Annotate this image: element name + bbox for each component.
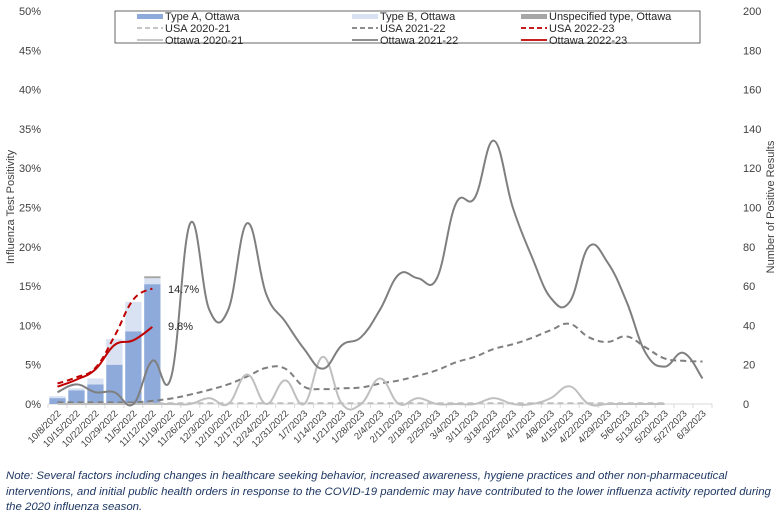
y-tick-label: 0% (25, 399, 41, 411)
legend-swatch (521, 14, 547, 19)
y2-tick-label: 140 (743, 124, 761, 136)
legend-label: USA 2022-23 (549, 23, 614, 35)
y2-tick-label: 0 (743, 399, 749, 411)
y2-tick-label: 180 (743, 45, 761, 57)
annotation-usa-2022-23: 14.7% (168, 284, 199, 296)
legend: Type A, Ottawa Type B, Ottawa Unspecified … (114, 10, 701, 47)
y-tick-label: 50% (19, 6, 41, 18)
bar-segment (68, 390, 85, 404)
legend-swatch (137, 14, 163, 19)
y-tick-label: 30% (19, 163, 41, 175)
series-line-ottawa-2021-22 (57, 139, 704, 407)
y-tick-label: 10% (19, 320, 41, 332)
y-tick-label: 25% (19, 203, 41, 215)
bar-segment (87, 378, 104, 385)
axes: 0% 5% 10% 15% 20% 25% 30% 35% 40% 45% 50% 0 20 40 60 80… (19, 6, 761, 411)
y-tick-label: 45% (19, 45, 41, 57)
x-tick-labels: 10/8/202210/15/202210/22/202210/29/20221… (26, 408, 709, 449)
bars (49, 276, 161, 404)
y2-tick-label: 60 (743, 281, 755, 293)
y2-axis-label: Number of Positive Results (765, 140, 777, 273)
footnote: Note: Several factors including changes … (6, 470, 771, 513)
legend-label: Ottawa 2020-21 (165, 35, 243, 47)
y-tick-label: 5% (25, 360, 41, 372)
legend-label: Unspecified type, Ottawa (549, 11, 672, 23)
bar-segment (144, 284, 161, 404)
bar-segment (125, 301, 142, 332)
bar-segment (144, 278, 161, 285)
y2-tick-label: 200 (743, 6, 761, 18)
y2-tick-label: 20 (743, 360, 755, 372)
bar-segment (125, 331, 142, 404)
bar-segment (106, 339, 123, 365)
y2-tick-label: 160 (743, 85, 761, 97)
y2-tick-label: 100 (743, 203, 761, 215)
y-tick-label: 40% (19, 85, 41, 97)
legend-label: USA 2021-22 (380, 23, 445, 35)
y-tick-label: 35% (19, 124, 41, 136)
series-line-ottawa-2020-21 (57, 355, 665, 411)
lines (57, 139, 704, 411)
bar-segment (49, 396, 66, 399)
bar-segment (68, 388, 85, 391)
y-tick-label: 15% (19, 281, 41, 293)
y2-tick-label: 40 (743, 320, 755, 332)
series-line-ottawa-2022-23 (57, 326, 153, 388)
y2-tick-label: 120 (743, 163, 761, 175)
legend-label: Type B, Ottawa (380, 11, 456, 23)
legend-border (114, 10, 701, 44)
series-line-usa-2022-23 (57, 287, 153, 385)
bar-segment (144, 276, 161, 279)
legend-label: Ottawa 2022-23 (549, 35, 627, 47)
bar-segment (87, 384, 104, 404)
annotation-ottawa-2022-23: 9.8% (168, 321, 193, 333)
influenza-chart: 0% 5% 10% 15% 20% 25% 30% 35% 40% 45% 50% 0 20 40 60 80… (5, 6, 777, 450)
legend-label: Ottawa 2021-22 (380, 35, 458, 47)
y-tick-label: 20% (19, 242, 41, 254)
legend-swatch (352, 14, 378, 19)
y-axis-label: Influenza Test Positivity (5, 149, 17, 264)
legend-label: Type A, Ottawa (165, 11, 240, 23)
bar-segment (49, 398, 66, 404)
y2-tick-label: 80 (743, 242, 755, 254)
legend-label: USA 2020-21 (165, 23, 230, 35)
